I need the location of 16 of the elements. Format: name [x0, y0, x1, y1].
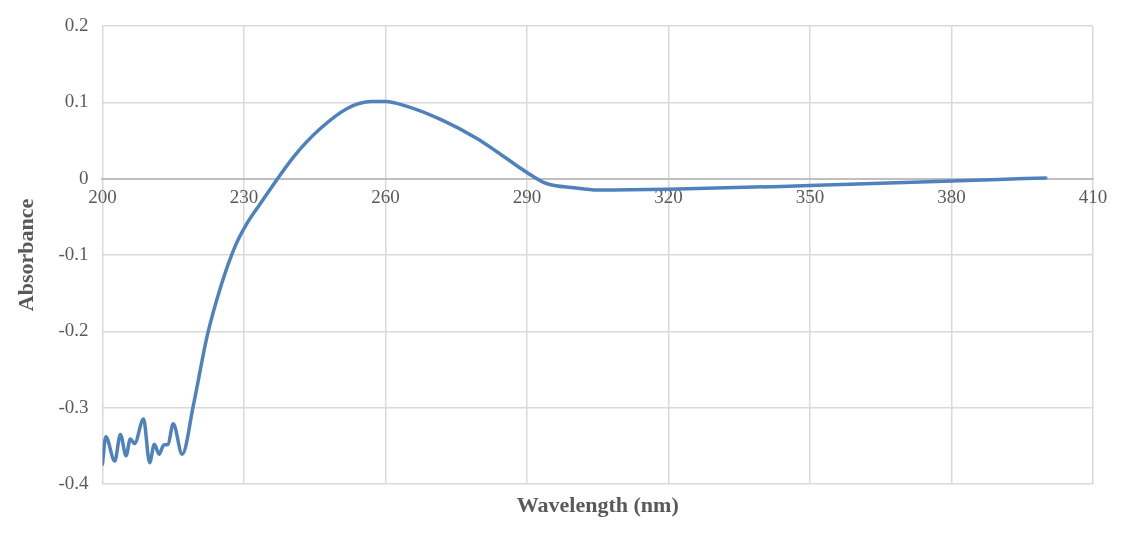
- x-tick-label: 290: [512, 186, 542, 208]
- y-tick-label: -0.4: [58, 471, 89, 493]
- x-tick-label: 350: [795, 186, 825, 208]
- x-tick-label: 260: [371, 186, 400, 208]
- y-tick-label: 0: [78, 166, 89, 188]
- x-tick-label: 230: [229, 186, 259, 208]
- y-axis-title: Absorbance: [12, 198, 38, 312]
- x-tick-label: 380: [937, 186, 966, 208]
- x-axis-title: Wavelength (nm): [516, 491, 679, 517]
- y-tick-label: -0.2: [58, 319, 89, 341]
- y-tick-label: -0.3: [58, 395, 89, 417]
- y-tick-label: 0.2: [64, 13, 89, 35]
- y-tick-label: 0.1: [64, 90, 89, 112]
- y-tick-label: -0.1: [58, 242, 89, 264]
- x-tick-label: 200: [88, 186, 117, 208]
- x-tick-label: 410: [1078, 186, 1108, 208]
